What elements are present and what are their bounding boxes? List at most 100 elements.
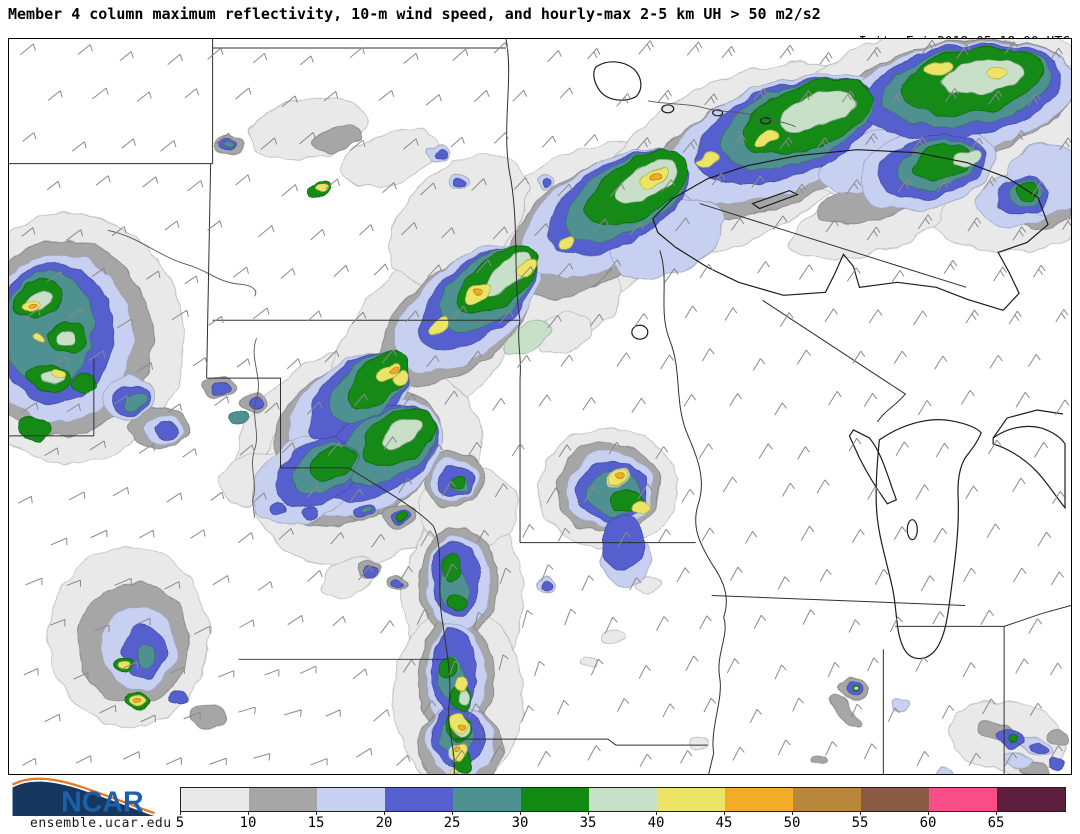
colorbar-segment (453, 788, 521, 811)
rivers-layer (107, 100, 796, 518)
reflectivity-cell (829, 696, 862, 728)
reflectivity-cell (454, 177, 468, 186)
borders-path (454, 738, 708, 746)
colorbar-segment (725, 788, 793, 811)
reflectivity-cell (313, 125, 364, 153)
lakes-path (992, 409, 1064, 439)
reflectivity-cell (600, 629, 626, 645)
small-lake (661, 104, 675, 114)
reflectivity-cell (689, 737, 711, 751)
reflectivity-cell (558, 235, 578, 252)
reflectivity-cell (228, 410, 249, 426)
colorbar-tick-label: 25 (443, 815, 461, 831)
map-title: Member 4 column maximum reflectivity, 10… (8, 5, 821, 23)
reflectivity-cell (615, 474, 625, 482)
reflectivity-cell (755, 131, 780, 147)
colorbar-segment (385, 788, 453, 811)
state-borders (9, 39, 1071, 774)
reflectivity-cell (392, 579, 406, 588)
borders-path (699, 203, 967, 288)
reflectivity-cell (540, 179, 552, 188)
colorbar-tick-label: 10 (239, 815, 257, 831)
colorbar-tick-label: 5 (175, 815, 185, 831)
reflectivity-cell (362, 564, 378, 575)
borders-path (711, 594, 966, 606)
reflectivity-cell (56, 329, 78, 347)
rivers-path (252, 338, 259, 518)
reflectivity-cell (1046, 729, 1071, 745)
lakes-path (593, 61, 642, 101)
lakes-path (875, 419, 982, 660)
colorbar-segment (861, 788, 929, 811)
colorbar-tick-label: 20 (375, 815, 393, 831)
colorbar-tick-label: 15 (307, 815, 325, 831)
reflectivity-cell (314, 182, 327, 191)
small-lake (906, 519, 918, 541)
reflectivity-cell (441, 555, 463, 580)
borders-path (9, 358, 95, 437)
wind-barbs-layer (17, 39, 1071, 767)
rivers-path (647, 100, 796, 128)
reflectivity-cell (698, 151, 718, 166)
reflectivity-cell (986, 68, 1008, 80)
reflectivity-cell (455, 677, 469, 693)
colorbar-tick (180, 811, 181, 815)
colorbar-tick-label: 40 (647, 815, 665, 831)
reflectivity-cell (270, 502, 289, 516)
colorbar-tick (588, 811, 589, 815)
colorbar-segment (317, 788, 385, 811)
ncar-swoosh-orange-arc (11, 777, 155, 815)
borders-path (9, 39, 214, 165)
reflectivity-cell (811, 753, 828, 765)
reflectivity-cell (136, 642, 158, 668)
reflectivity-cell (889, 698, 911, 712)
reflectivity-cell (454, 745, 462, 753)
reflectivity-cell (29, 303, 37, 309)
reflectivity-cell (310, 444, 357, 482)
forecast-map (8, 38, 1072, 775)
colorbar-tick (452, 811, 453, 815)
reflectivity-cell (635, 576, 665, 593)
lakes-path (751, 189, 800, 210)
borders-path (1003, 604, 1071, 627)
map-canvas (9, 39, 1071, 774)
rivers-path (107, 230, 257, 297)
reflectivity-cell (49, 368, 65, 380)
reflectivity-cell (940, 59, 1024, 95)
reflectivity-layer (9, 39, 1071, 774)
reflectivity-cell (1003, 750, 1032, 768)
colorbar-tick (928, 811, 929, 815)
small-lake (759, 117, 772, 125)
lakes-path (848, 429, 898, 505)
reflectivity-cell (432, 149, 448, 161)
colorbar-segment (929, 788, 997, 811)
borders-path (505, 39, 521, 321)
reflectivity-cell (473, 287, 483, 295)
reflectivity-cell (517, 257, 539, 276)
colorbar-tick-label: 60 (919, 815, 937, 831)
colorbar-segment (521, 788, 589, 811)
reflectivity-cell (577, 655, 599, 669)
reflectivity-cell (1008, 734, 1020, 744)
reflectivity-cell (301, 507, 318, 519)
reflectivity-cell (121, 392, 146, 410)
ncar-swoosh-white-arc (12, 779, 155, 816)
reflectivity-cell (360, 509, 370, 517)
reflectivity-cell (505, 319, 551, 357)
reflectivity-cell (953, 150, 982, 167)
reflectivity-cell (449, 711, 467, 733)
colorbar-tick-label: 30 (511, 815, 529, 831)
colorbar-segment (249, 788, 317, 811)
reflectivity-cell (428, 320, 448, 337)
reflectivity-cell (17, 415, 51, 441)
reflectivity-cell (1046, 758, 1064, 770)
reflectivity-cell (133, 698, 141, 704)
colorbar-tick (792, 811, 793, 815)
small-lake (631, 324, 649, 340)
reflectivity-cell (935, 767, 955, 774)
colorbar-tick (316, 811, 317, 815)
colorbar-tick (860, 811, 861, 815)
lakes-path (652, 149, 1049, 311)
borders-path (708, 617, 726, 774)
colorbar-tick (656, 811, 657, 815)
